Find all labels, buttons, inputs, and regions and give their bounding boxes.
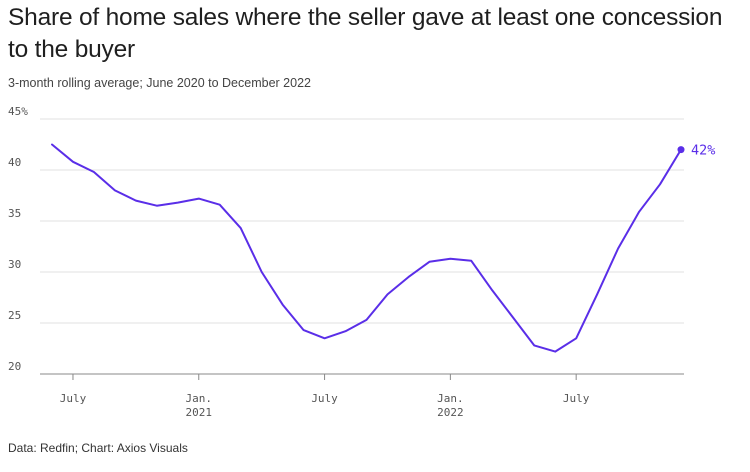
series-line xyxy=(51,143,682,353)
source-note: Data: Redfin; Chart: Axios Visuals xyxy=(8,441,188,455)
y-tick-label: 25 xyxy=(8,309,21,322)
y-axis: 45% 40 35 30 25 20 xyxy=(8,105,28,373)
y-tick-label: 40 xyxy=(8,156,21,169)
x-tick-label: July xyxy=(311,392,338,405)
x-tick-label: Jan. xyxy=(186,392,213,405)
chart-title: Share of home sales where the seller gav… xyxy=(8,4,723,63)
y-tick-label: 30 xyxy=(8,258,21,271)
y-tick-label: 35 xyxy=(8,207,21,220)
chart-subtitle: 3-month rolling average; June 2020 to De… xyxy=(8,76,311,90)
x-tick-year-label: 2022 xyxy=(437,406,464,419)
end-value-label: 42% xyxy=(691,143,715,159)
y-tick-label: 45% xyxy=(8,105,28,118)
x-tick-year-label: 2021 xyxy=(186,406,213,419)
x-tick-label: July xyxy=(60,392,87,405)
series-layer xyxy=(51,143,685,353)
end-label-layer: 42% xyxy=(691,143,715,159)
x-tick-label: July xyxy=(563,392,590,405)
gridlines xyxy=(40,118,684,375)
end-point xyxy=(677,146,685,154)
x-tick-label: Jan. xyxy=(437,392,464,405)
y-tick-label: 20 xyxy=(8,360,21,373)
